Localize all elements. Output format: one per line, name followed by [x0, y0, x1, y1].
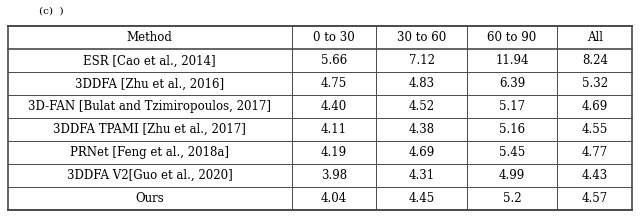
Text: 5.32: 5.32 — [582, 77, 608, 90]
Text: 4.55: 4.55 — [582, 123, 608, 136]
Text: 8.24: 8.24 — [582, 54, 608, 67]
Text: 6.39: 6.39 — [499, 77, 525, 90]
Text: (c)  ): (c) ) — [39, 7, 63, 16]
Text: 4.57: 4.57 — [582, 192, 608, 205]
Text: 4.75: 4.75 — [321, 77, 347, 90]
Text: 4.99: 4.99 — [499, 169, 525, 182]
Text: 4.40: 4.40 — [321, 100, 347, 113]
Text: 4.11: 4.11 — [321, 123, 347, 136]
Text: 4.19: 4.19 — [321, 146, 347, 159]
Text: 0 to 30: 0 to 30 — [313, 31, 355, 44]
Text: 3DDFA V2[Guo et al., 2020]: 3DDFA V2[Guo et al., 2020] — [67, 169, 233, 182]
Text: 5.17: 5.17 — [499, 100, 525, 113]
Text: 4.83: 4.83 — [408, 77, 435, 90]
Text: Method: Method — [127, 31, 173, 44]
Text: 4.69: 4.69 — [408, 146, 435, 159]
Text: 30 to 60: 30 to 60 — [397, 31, 446, 44]
Text: PRNet [Feng et al., 2018a]: PRNet [Feng et al., 2018a] — [70, 146, 229, 159]
Text: 4.31: 4.31 — [408, 169, 435, 182]
Text: 5.2: 5.2 — [503, 192, 522, 205]
Text: 3D-FAN [Bulat and Tzimiropoulos, 2017]: 3D-FAN [Bulat and Tzimiropoulos, 2017] — [28, 100, 271, 113]
Text: 3.98: 3.98 — [321, 169, 347, 182]
Text: 4.77: 4.77 — [582, 146, 608, 159]
Text: 4.69: 4.69 — [582, 100, 608, 113]
Text: 5.16: 5.16 — [499, 123, 525, 136]
Text: 5.45: 5.45 — [499, 146, 525, 159]
Text: 11.94: 11.94 — [495, 54, 529, 67]
Text: 3DDFA [Zhu et al., 2016]: 3DDFA [Zhu et al., 2016] — [76, 77, 225, 90]
Text: 4.04: 4.04 — [321, 192, 347, 205]
Text: 4.38: 4.38 — [408, 123, 435, 136]
Text: 7.12: 7.12 — [408, 54, 435, 67]
Text: Ours: Ours — [136, 192, 164, 205]
Text: 5.66: 5.66 — [321, 54, 347, 67]
Text: 3DDFA TPAMI [Zhu et al., 2017]: 3DDFA TPAMI [Zhu et al., 2017] — [53, 123, 246, 136]
Text: 4.43: 4.43 — [582, 169, 608, 182]
Text: 4.45: 4.45 — [408, 192, 435, 205]
Text: ESR [Cao et al., 2014]: ESR [Cao et al., 2014] — [83, 54, 216, 67]
Text: All: All — [587, 31, 603, 44]
Text: 4.52: 4.52 — [408, 100, 435, 113]
Text: 60 to 90: 60 to 90 — [488, 31, 537, 44]
